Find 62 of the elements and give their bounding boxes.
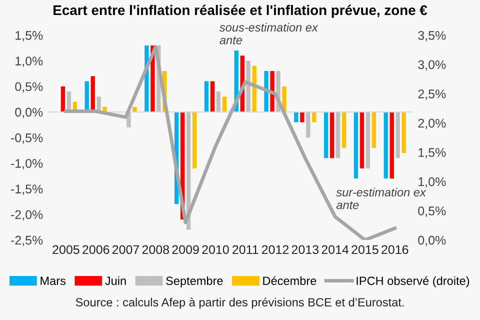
y-tick-label: 0,0% [15,108,43,118]
bar [252,66,256,112]
legend-label: IPCH observé (droite) [356,276,470,288]
bar [222,96,227,112]
bar [402,112,406,153]
bar [204,81,209,112]
bar [360,112,364,168]
y2-tick-label: 2,5% [418,90,446,100]
y2-tick-label: 1,5% [418,148,446,158]
bar [372,112,376,148]
bar [294,112,298,122]
bar [366,112,370,168]
x-tick-label: 2009 [172,245,199,254]
y-tick-label: -1,0% [11,159,43,170]
y2-tick-label: 3,5% [418,31,446,42]
bar [132,106,137,112]
x-tick-label: 2011 [232,245,258,254]
y-tick-label: 0,5% [15,82,43,93]
y-tick-label: 1,0% [16,56,43,67]
bar [396,112,400,158]
y2-tick-label: 2,0% [418,118,446,130]
y-tick-label: 1,5% [16,31,43,42]
source-note: Source : calculs Afep à partir des prévisions BCE et d’Eurostat. [76,298,404,309]
bar [216,92,221,112]
legend-label: Mars [40,276,66,286]
bar [300,112,304,122]
bar [210,81,215,112]
bar [390,112,394,179]
x-tick-label: 2013 [292,245,319,254]
chart-title: Ecart entre l'inflation réalisée et l'inflation prévue, zone € [54,4,428,18]
bar [354,112,358,179]
bar [306,112,310,138]
x-tick-label: 2008 [142,245,170,254]
x-tick-label: 2015 [352,245,378,254]
bar [342,112,346,148]
x-tick-label: 2010 [202,245,229,254]
x-tick-label: 2007 [112,245,140,254]
annotation: sous-estimation ex ante [219,22,318,44]
bar [384,112,388,179]
legend-label: Décembre [263,276,316,286]
y2-tick-label: 0,0% [418,236,446,246]
x-tick-label: 2016 [382,245,408,254]
y2-tick-label: 3,0% [418,60,446,71]
bar [330,112,334,158]
y-tick-label: -0,5% [11,133,43,144]
bar [270,71,274,112]
x-tick-label: 2006 [82,245,110,254]
y-tick-label: -2,0% [11,210,43,221]
bar [324,112,328,158]
y2-tick-label: 1,0% [418,177,446,188]
bar [264,71,268,112]
bar [192,112,197,168]
y-tick-label: -2,5% [11,236,43,246]
y-tick-label: -1,5% [11,184,43,195]
legend-label: Juin [105,276,126,286]
legend-label: Septembre [166,276,223,288]
bar [336,112,340,158]
x-tick-label: 2014 [322,245,349,254]
x-tick-label: 2005 [52,245,80,254]
bar [60,86,66,112]
x-tick-label: 2012 [262,245,289,254]
bar [246,60,250,112]
